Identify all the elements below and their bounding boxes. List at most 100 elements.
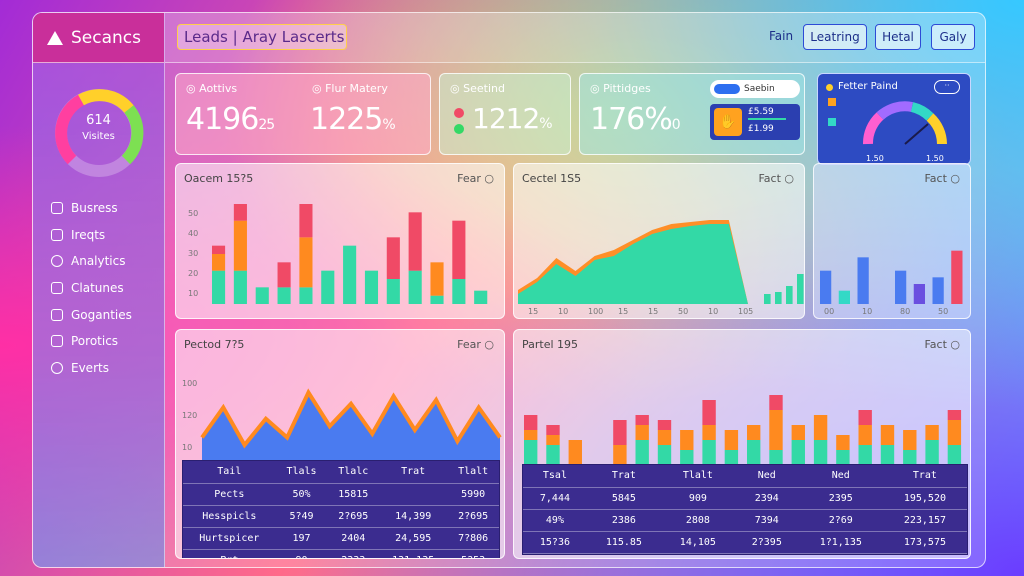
column-header[interactable]: Tail	[183, 461, 276, 484]
data-table-1: Tail Tlals Tlalc Trat Tlalt Pects 50% 15815 5990…	[182, 460, 500, 558]
table-row[interactable]: Pects 50% 15815 5990	[183, 483, 499, 506]
table-cell: Hurtspicer	[183, 527, 276, 550]
bar	[857, 257, 869, 304]
kpi-card-pittidges: ◎ Pittidges 176%0 Saebin ✋ £5.59 £1.99	[579, 73, 805, 155]
table-row[interactable]: 7,444 5845 909 2394 2395 195,520	[523, 487, 967, 510]
column-header[interactable]: Trat	[882, 465, 967, 488]
thumbs-up-icon: ✋	[714, 108, 742, 136]
visits-gauge: 614 Visites	[51, 85, 147, 181]
promo-card[interactable]: ✋ £5.59 £1.99	[710, 104, 800, 140]
tick-label: 15	[618, 307, 628, 316]
bar	[702, 425, 716, 440]
tick-label: 105	[738, 307, 753, 316]
table-row[interactable]: Hesspicls 5?49 2?695 14,399 2?695	[183, 505, 499, 528]
chart-filter[interactable]: Fact ○	[924, 338, 960, 351]
users-icon	[51, 282, 63, 295]
table-cell: 2808	[660, 509, 735, 532]
kpi-value: 1212%	[472, 102, 553, 135]
table-row[interactable]: Hurtspicer 197 2404 24,595 7?806	[183, 527, 499, 550]
table-cell: 14,105	[660, 531, 735, 554]
gauge-card-meter	[863, 101, 947, 145]
tick-label: 10	[558, 307, 568, 316]
table-2: Tsal Trat Tlalt Ned Ned Trat 7,444 5845 909 2394 2…	[523, 465, 967, 554]
legend-swatch-teal	[828, 118, 836, 126]
table-cell: 5?49	[275, 505, 328, 528]
tick-label: 15	[528, 307, 538, 316]
promo-toggle[interactable]: Saebin	[710, 80, 800, 98]
column-header[interactable]: Ned	[734, 465, 799, 488]
table-cell: 50%	[275, 483, 328, 506]
table-cell: 5990	[447, 483, 499, 506]
bar	[775, 292, 782, 304]
sidebar-item-label: Goganties	[71, 307, 132, 322]
gauge-card-badge[interactable]: ··	[934, 80, 960, 94]
chart-card-5: Partel 195 Fact ○ Tsal Trat Tlalt Ned Ned Tra…	[513, 329, 971, 559]
document-icon	[51, 228, 63, 241]
sidebar-item-analytics[interactable]: Analytics	[51, 248, 164, 275]
hetal-button[interactable]: Hetal	[875, 24, 921, 50]
bar	[797, 274, 804, 304]
tick-label: 100	[588, 307, 603, 316]
column-header[interactable]: Tlalc	[327, 461, 380, 484]
kpi-value: 176%0	[590, 102, 681, 137]
sidebar-item-label: Busress	[71, 201, 118, 216]
chart-filter[interactable]: Fact ○	[758, 172, 794, 185]
tick-label: 10	[182, 443, 192, 452]
table-cell: 173,575	[882, 531, 967, 554]
chart-card-4: Pectod 7?5 Fear ○ 100 120 10 Tail Tlals Tlal…	[175, 329, 505, 559]
tick-label: 10	[862, 307, 872, 316]
sidebar-item-categories[interactable]: Goganties	[51, 301, 164, 328]
bar	[635, 425, 649, 440]
table-cell: 2?69	[798, 509, 883, 532]
chart-1: 10 20 30 40 50	[188, 204, 488, 304]
table-cell: 49%	[523, 509, 587, 532]
bar	[836, 435, 850, 450]
bar	[657, 430, 672, 445]
chart-filter[interactable]: Fear ○	[457, 338, 494, 351]
column-header[interactable]: Tsal	[523, 465, 587, 488]
table-cell: 2?695	[447, 505, 499, 528]
bar	[386, 237, 400, 279]
sidebar-item-reports[interactable]: Ireqts	[51, 222, 164, 249]
tick-label: 80	[900, 307, 910, 316]
bar	[233, 270, 247, 304]
tick-label: 120	[182, 411, 197, 420]
tick-label: 50	[938, 307, 948, 316]
table-cell: 5845	[586, 487, 661, 510]
sidebar-item-business[interactable]: Busress	[51, 195, 164, 222]
sidebar-item-profiles[interactable]: Porotics	[51, 328, 164, 355]
toggle-switch	[714, 84, 740, 94]
chart-filter[interactable]: Fear ○	[457, 172, 494, 185]
bar	[546, 425, 560, 435]
calendar-icon	[51, 361, 63, 374]
bar	[791, 425, 805, 440]
bar	[657, 420, 672, 430]
bar	[820, 270, 832, 304]
bar	[635, 440, 649, 470]
bar	[813, 440, 828, 470]
bar	[299, 204, 313, 238]
tick-label: 30	[188, 249, 198, 258]
table-header-row: Tsal Trat Tlalt Ned Ned Trat	[523, 465, 967, 488]
chart-filter[interactable]: Fact ○	[924, 172, 960, 185]
table-row[interactable]: Prt902333131,1355?53	[183, 549, 499, 558]
column-header[interactable]: Ned	[798, 465, 883, 488]
bar	[947, 445, 962, 470]
brand[interactable]: Secancs	[33, 13, 164, 63]
tick-label: 10	[708, 307, 718, 316]
sidebar-item-customers[interactable]: Clatunes	[51, 275, 164, 302]
area-outline	[200, 388, 502, 449]
column-header[interactable]: Tlalt	[660, 465, 735, 488]
search-input[interactable]	[177, 24, 347, 50]
galy-button[interactable]: Galy	[931, 24, 975, 50]
column-header[interactable]: Trat	[379, 461, 448, 484]
column-header[interactable]: Tlals	[275, 461, 328, 484]
table-cell: 2394	[734, 487, 799, 510]
chart-title: Oacem 15?5	[184, 172, 254, 185]
table-row[interactable]: 15?36 115.85 14,105 2?395 1?1,135 173,575	[523, 531, 967, 554]
column-header[interactable]: Trat	[586, 465, 661, 488]
sidebar-item-events[interactable]: Everts	[51, 355, 164, 382]
table-row[interactable]: 49% 2386 2808 7394 2?69 223,157	[523, 509, 967, 532]
column-header[interactable]: Tlalt	[447, 461, 499, 484]
learning-button[interactable]: Leatring	[803, 24, 867, 50]
